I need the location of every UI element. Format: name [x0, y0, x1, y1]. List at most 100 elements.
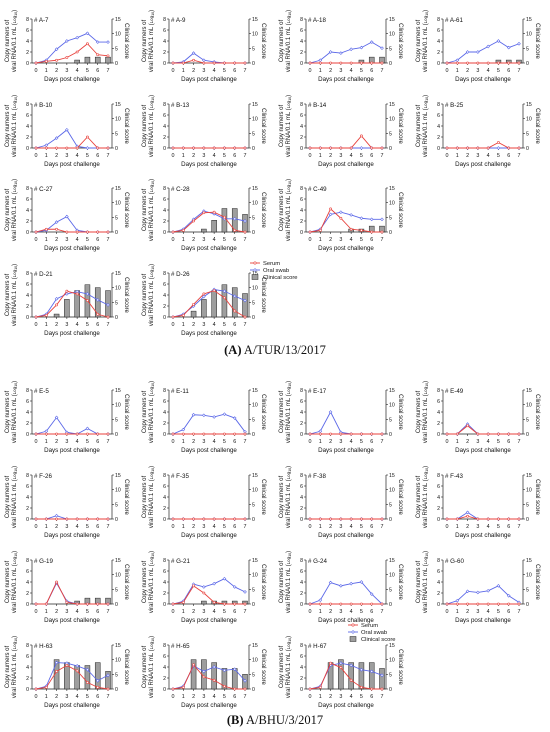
x-tick-label: 3 — [339, 609, 342, 615]
clinical-bar — [190, 659, 197, 690]
oral-swab-line — [446, 585, 520, 605]
right-tick-label: 10 — [115, 286, 121, 292]
right-tick-label: 5 — [252, 502, 255, 508]
clinical-bar — [211, 220, 217, 233]
serum-line — [310, 135, 382, 149]
left-tick-label: 8 — [26, 17, 29, 23]
x-tick-label: 7 — [107, 694, 110, 700]
oral-swab-line — [35, 32, 108, 64]
x-tick-label: 3 — [476, 439, 479, 445]
panel-label: # A-18 — [308, 17, 326, 24]
serum-point — [360, 228, 363, 232]
serum-point — [202, 517, 206, 521]
x-tick-label: 6 — [370, 439, 373, 445]
x-tick-label: 1 — [319, 68, 322, 74]
x-tick-label: 5 — [86, 237, 89, 243]
left-tick-label: 4 — [26, 580, 29, 586]
left-tick-label: 8 — [300, 388, 303, 394]
oral-swab-point — [455, 598, 460, 603]
x-axis-title: Days post challenge — [318, 532, 374, 539]
serum-point — [192, 517, 195, 521]
x-axis-title: Days post challenge — [318, 617, 374, 624]
serum-point — [86, 681, 89, 684]
y-right-title: Clinical score — [397, 23, 403, 59]
y-left-title-line1: Copy numers of — [279, 645, 285, 688]
caption-b: (B) A/BHU/3/2017 — [0, 713, 550, 728]
oral-swab-point — [243, 219, 247, 223]
legend-oral-marker — [351, 630, 355, 634]
left-tick-label: 0 — [163, 687, 166, 693]
left-tick-label: 4 — [437, 39, 440, 45]
right-tick-label: 10 — [389, 201, 395, 207]
oral-swab-point — [191, 51, 196, 55]
x-tick-label: 4 — [213, 609, 216, 615]
x-tick-label: 1 — [182, 694, 185, 700]
serum-point — [233, 687, 237, 691]
serum-point — [349, 678, 353, 682]
oral-swab-point — [222, 668, 227, 673]
serum-point — [44, 146, 48, 150]
serum-point — [171, 602, 175, 606]
y-left-title-line1: Copy numers of — [416, 560, 422, 603]
x-tick-label: 2 — [329, 439, 332, 445]
serum-point — [86, 135, 89, 139]
serum-point — [44, 517, 48, 521]
serum-point — [65, 600, 69, 604]
y-left-title-line1: Copy numers of — [5, 560, 11, 603]
left-tick-label: 2 — [300, 219, 303, 225]
serum-point — [171, 687, 175, 691]
serum-point — [96, 432, 100, 436]
x-tick-label: 0 — [35, 237, 38, 243]
oral-swab-point — [369, 592, 374, 596]
left-tick-label: 4 — [26, 495, 29, 501]
y-left-title-line2: viral RNA/0.1 mL (Log10) — [286, 636, 292, 698]
serum-point — [192, 219, 195, 223]
serum-point — [476, 432, 480, 436]
panel-g-19: # G-19 0 2 4 6 8 0 5 10 15 0 1 2 3 4 5 6 7 Days post chall… — [5, 551, 129, 624]
serum-point — [223, 517, 226, 521]
y-left-title-line1: Copy numers of — [142, 560, 148, 603]
x-tick-label: 4 — [487, 153, 490, 159]
y-right-title: Clinical score — [123, 564, 129, 600]
x-tick-label: 4 — [76, 237, 79, 243]
x-tick-label: 2 — [192, 439, 195, 445]
x-tick-label: 2 — [329, 694, 332, 700]
x-tick-label: 3 — [65, 439, 68, 445]
left-tick-label: 4 — [163, 495, 166, 501]
oral-swab-point — [476, 590, 480, 595]
panel-d-26: # D-26 0 2 4 6 8 0 5 10 15 0 1 2 3 4 5 6 7 Days post chall… — [142, 264, 266, 337]
x-tick-label: 2 — [466, 68, 469, 74]
serum-point — [308, 230, 312, 234]
oral-swab-point — [339, 51, 343, 55]
x-tick-label: 1 — [182, 237, 185, 243]
x-tick-label: 7 — [107, 322, 110, 328]
x-tick-label: 0 — [309, 153, 312, 159]
oral-swab-point — [349, 663, 353, 668]
x-tick-label: 2 — [55, 237, 58, 243]
serum-point — [202, 292, 206, 296]
right-tick-label: 0 — [252, 602, 255, 608]
oral-swab-point — [85, 31, 90, 36]
oral-swab-point — [328, 410, 333, 414]
serum-point — [106, 687, 110, 691]
serum-point — [34, 230, 38, 234]
serum-point — [507, 432, 511, 436]
y-right-title: Clinical score — [397, 479, 403, 515]
right-tick-label: 15 — [115, 558, 121, 564]
x-tick-label: 0 — [309, 609, 312, 615]
left-tick-label: 0 — [437, 61, 440, 67]
left-tick-label: 2 — [163, 676, 166, 682]
serum-point — [202, 591, 206, 595]
right-tick-label: 15 — [252, 388, 258, 394]
legend-clinical-marker — [349, 636, 357, 642]
y-right-title: Clinical score — [534, 394, 540, 430]
right-tick-label: 10 — [526, 403, 532, 409]
oral-swab-point — [212, 581, 216, 586]
y-left-title-line2: viral RNA/0.1 mL (Log10) — [12, 10, 18, 72]
x-tick-label: 7 — [244, 68, 247, 74]
right-tick-label: 15 — [252, 102, 258, 108]
serum-point — [65, 146, 69, 150]
clinical-bar — [211, 290, 217, 318]
left-tick-label: 4 — [300, 580, 303, 586]
clinical-bar — [74, 665, 80, 690]
